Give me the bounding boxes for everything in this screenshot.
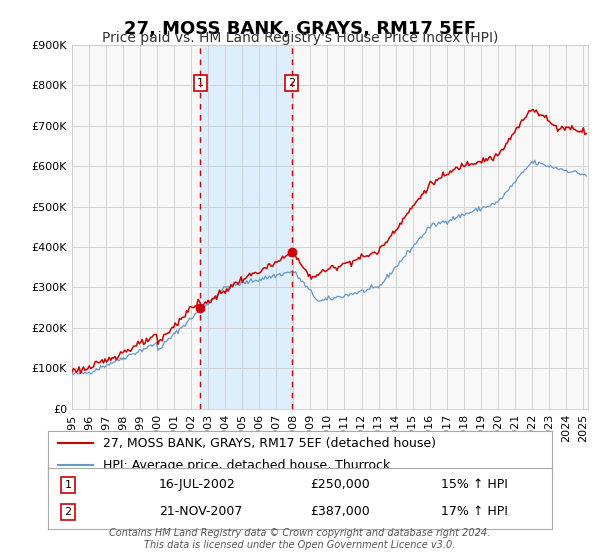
- Text: Contains HM Land Registry data © Crown copyright and database right 2024.
This d: Contains HM Land Registry data © Crown c…: [109, 528, 491, 550]
- Text: 27, MOSS BANK, GRAYS, RM17 5EF (detached house): 27, MOSS BANK, GRAYS, RM17 5EF (detached…: [103, 437, 436, 450]
- Text: 17% ↑ HPI: 17% ↑ HPI: [441, 506, 508, 519]
- Text: £250,000: £250,000: [310, 478, 370, 491]
- Text: 27, MOSS BANK, GRAYS, RM17 5EF: 27, MOSS BANK, GRAYS, RM17 5EF: [124, 20, 476, 38]
- Text: 2: 2: [65, 507, 72, 517]
- Text: HPI: Average price, detached house, Thurrock: HPI: Average price, detached house, Thur…: [103, 459, 391, 472]
- Text: 15% ↑ HPI: 15% ↑ HPI: [441, 478, 508, 491]
- Bar: [200, 45, 292, 409]
- Text: 21-NOV-2007: 21-NOV-2007: [159, 506, 242, 519]
- Text: 1: 1: [65, 480, 71, 490]
- Text: Price paid vs. HM Land Registry's House Price Index (HPI): Price paid vs. HM Land Registry's House …: [102, 31, 498, 45]
- Text: 16-JUL-2002: 16-JUL-2002: [159, 478, 236, 491]
- Text: £387,000: £387,000: [310, 506, 370, 519]
- Text: 2: 2: [288, 78, 295, 88]
- Text: 1: 1: [197, 78, 204, 88]
